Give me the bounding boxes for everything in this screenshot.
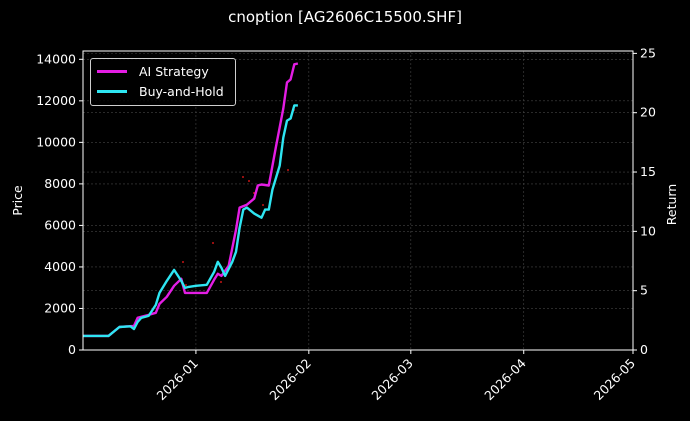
signal-marker — [182, 261, 184, 263]
y-right-tick-label: 20 — [640, 105, 656, 120]
y-tick-label: 2000 — [44, 300, 76, 315]
signal-marker — [212, 242, 214, 244]
legend-swatch-ai-strategy — [97, 69, 127, 73]
legend-label: AI Strategy — [139, 63, 209, 79]
y-right-tick-label: 25 — [640, 45, 656, 60]
signal-marker — [242, 176, 244, 178]
y-tick-label: 14000 — [36, 51, 76, 66]
y-right-tick-label: 10 — [640, 223, 656, 238]
y-right-tick-label: 0 — [640, 342, 648, 357]
signal-marker — [185, 284, 187, 286]
signal-marker — [220, 281, 222, 283]
chart-title: cnoption [AG2606C15500.SHF] — [228, 8, 462, 26]
y-tick-label: 10000 — [36, 134, 76, 149]
y-tick-label: 8000 — [44, 176, 76, 191]
y-tick-label: 0 — [68, 342, 76, 357]
x-tick-label: 2026-03 — [368, 356, 416, 404]
y-right-axis-label: Return — [664, 184, 679, 225]
x-tick-label: 2026-02 — [266, 356, 314, 404]
legend-item-buy-and-hold: Buy-and-Hold — [97, 82, 224, 100]
y-right-tick-label: 15 — [640, 164, 656, 179]
legend-item-ai-strategy: AI Strategy — [97, 62, 209, 80]
x-tick-label: 2026-01 — [153, 356, 201, 404]
legend: AI Strategy Buy-and-Hold — [90, 58, 236, 106]
y-tick-label: 4000 — [44, 259, 76, 274]
legend-label: Buy-and-Hold — [139, 83, 224, 99]
signal-marker — [248, 180, 250, 182]
x-tick-label: 2026-04 — [481, 355, 529, 403]
y-tick-label: 6000 — [44, 217, 76, 232]
y-right-tick-label: 5 — [640, 283, 648, 298]
signal-marker — [262, 204, 264, 206]
legend-swatch-buy-and-hold — [97, 89, 127, 93]
series-line-buy-and-hold — [83, 104, 298, 338]
y-axis-label: Price — [10, 185, 25, 216]
signal-marker — [287, 169, 289, 171]
x-tick-label: 2026-05 — [591, 356, 639, 404]
y-tick-label: 12000 — [36, 93, 76, 108]
plot-frame — [82, 50, 634, 351]
